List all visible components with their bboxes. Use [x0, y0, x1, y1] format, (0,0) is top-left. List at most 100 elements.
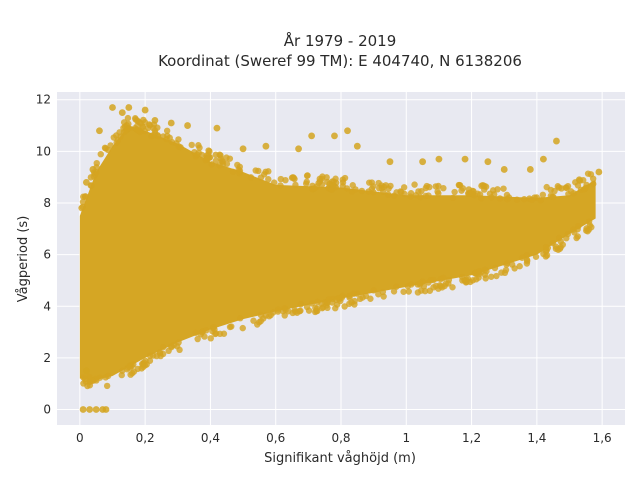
data-point: [493, 272, 500, 280]
data-point: [344, 127, 351, 135]
data-point: [295, 145, 302, 153]
data-point: [482, 275, 489, 282]
data-point: [338, 294, 346, 301]
data-point: [79, 198, 87, 206]
data-point: [262, 142, 270, 150]
data-point: [505, 194, 513, 201]
data-point: [124, 114, 132, 122]
data-point: [332, 305, 339, 312]
data-point: [203, 327, 210, 334]
data-point: [368, 179, 376, 186]
data-point: [430, 276, 437, 284]
data-point: [254, 321, 261, 328]
data-point: [146, 121, 153, 128]
data-point: [417, 193, 424, 201]
data-point: [513, 196, 521, 203]
data-point: [163, 127, 171, 134]
data-point: [358, 187, 366, 195]
data-point: [237, 315, 244, 322]
data-point: [308, 300, 316, 307]
data-point: [436, 282, 444, 289]
data-point: [528, 196, 536, 204]
data-point: [154, 133, 162, 140]
data-point: [478, 182, 485, 190]
scatter-points: [78, 104, 603, 413]
data-point: [350, 290, 357, 297]
data-point: [89, 166, 97, 173]
data-point: [521, 196, 528, 203]
data-point: [146, 352, 154, 359]
x-tick-label: 0,4: [201, 431, 220, 445]
data-point: [573, 234, 580, 242]
data-point: [323, 174, 330, 181]
data-point: [297, 301, 304, 308]
data-point: [435, 190, 442, 197]
data-point: [88, 377, 96, 384]
data-point: [154, 124, 161, 131]
data-point: [303, 180, 310, 187]
data-point: [494, 186, 501, 193]
x-tick-label: 1,4: [527, 431, 546, 445]
data-point: [316, 178, 324, 185]
data-point: [125, 125, 133, 132]
data-point: [192, 329, 200, 336]
data-point: [113, 132, 120, 139]
data-point: [87, 174, 95, 181]
data-point: [348, 299, 355, 306]
data-point: [575, 222, 582, 230]
data-point: [586, 222, 594, 229]
data-point: [418, 187, 425, 195]
data-point: [201, 333, 208, 340]
data-point: [159, 343, 167, 351]
data-point: [551, 187, 558, 195]
data-point: [564, 230, 571, 238]
data-point: [400, 288, 407, 295]
data-point: [82, 367, 90, 375]
data-point: [532, 253, 540, 260]
data-point: [390, 288, 398, 295]
data-point: [236, 167, 244, 175]
data-point: [589, 175, 597, 182]
data-point: [563, 184, 570, 192]
data-point: [318, 300, 325, 307]
data-point: [88, 182, 95, 189]
data-point: [247, 174, 255, 181]
data-point: [252, 167, 259, 174]
data-point: [211, 326, 218, 333]
data-point: [574, 182, 582, 189]
data-point: [379, 288, 387, 296]
data-point: [220, 330, 228, 337]
data-point: [282, 176, 289, 184]
data-point: [496, 195, 504, 202]
data-point: [533, 194, 540, 201]
data-point: [526, 166, 534, 173]
data-point: [107, 142, 114, 149]
x-tick-label: 0,6: [266, 431, 285, 445]
data-point: [445, 280, 452, 287]
data-point: [490, 191, 498, 198]
data-point: [385, 191, 392, 198]
x-tick-label: 0,8: [331, 431, 350, 445]
data-point: [370, 287, 377, 294]
y-tick-label: 4: [43, 299, 51, 313]
data-point: [303, 172, 311, 179]
data-point: [595, 168, 603, 176]
data-point: [293, 309, 301, 316]
y-tick-label: 8: [43, 196, 51, 210]
y-axis-ticks: 0 2 4 6 8 10 12: [36, 93, 51, 417]
data-point: [96, 374, 104, 381]
data-point: [440, 184, 447, 192]
data-point: [516, 263, 523, 270]
data-point: [109, 104, 116, 111]
data-point: [311, 308, 319, 316]
data-point: [343, 185, 351, 192]
data-point: [393, 189, 400, 196]
data-point: [325, 296, 333, 303]
data-point: [539, 155, 547, 163]
data-point: [400, 184, 408, 191]
x-tick-label: 1: [402, 431, 410, 445]
data-point: [511, 265, 518, 272]
data-point: [476, 270, 483, 278]
data-point: [575, 176, 583, 184]
